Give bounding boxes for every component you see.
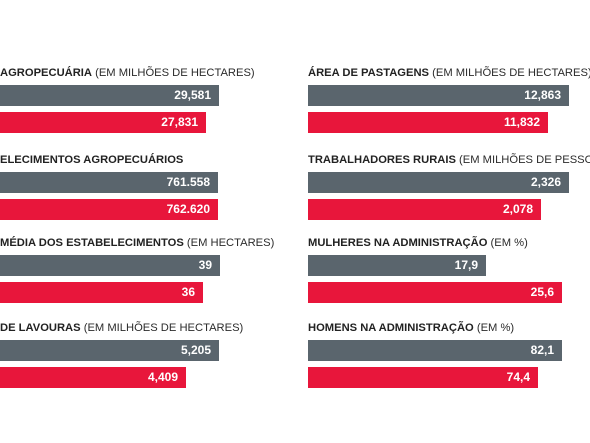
panel-title-unit: (EM MILHÕES DE HECTARES) xyxy=(432,67,590,79)
panel-area-de-lavouras: DE LAVOURAS (EM MILHÕES DE HECTARES) 5,2… xyxy=(0,321,270,393)
bar-series-b: 762.620 xyxy=(0,199,218,220)
panel-homens-na-administracao: HOMENS NA ADMINISTRAÇÃO (EM %) 82,1 74,4 xyxy=(308,321,590,393)
panel-title-unit: (EM MILHÕES DE PESSOAS) xyxy=(459,154,590,166)
bar-series-b: 74,4 xyxy=(308,367,538,388)
bar-series-b: 27,831 xyxy=(0,112,206,133)
panel-title-main: AGROPECUÁRIA xyxy=(0,67,92,79)
bar-series-a: 82,1 xyxy=(308,340,562,361)
bar-value-label: 74,4 xyxy=(506,370,530,384)
bar-value-label: 2,326 xyxy=(530,175,561,189)
bar-value-label: 762.620 xyxy=(166,202,210,216)
bar-value-label: 2,078 xyxy=(502,202,533,216)
bar-value-label: 36 xyxy=(181,285,195,299)
panel-title-unit: (EM %) xyxy=(476,322,515,334)
panel-title-main: TRABALHADORES RURAIS xyxy=(308,154,456,166)
bar-value-label: 5,205 xyxy=(180,343,211,357)
panel-title-unit: (EM MILHÕES DE HECTARES) xyxy=(95,67,255,79)
bar-series-a: 761.558 xyxy=(0,172,218,193)
panel-title-unit: (EM %) xyxy=(490,237,528,249)
bar-value-label: 11,832 xyxy=(503,115,540,129)
bar-series-a: 39 xyxy=(0,255,220,276)
bar-series-a: 5,205 xyxy=(0,340,219,361)
panel-title: AGROPECUÁRIA (EM MILHÕES DE HECTARES) xyxy=(0,66,255,80)
bar-series-a: 2,326 xyxy=(308,172,569,193)
panel-title: TRABALHADORES RURAIS (EM MILHÕES DE PESS… xyxy=(308,153,590,167)
bar-value-label: 17,9 xyxy=(454,258,478,272)
panel-title: ÁREA DE PASTAGENS (EM MILHÕES DE HECTARE… xyxy=(308,66,590,80)
panel-area-agropecuaria: AGROPECUÁRIA (EM MILHÕES DE HECTARES) 29… xyxy=(0,66,270,138)
bar-series-b: 25,6 xyxy=(308,282,562,303)
panel-title-unit: (EM MILHÕES DE HECTARES) xyxy=(83,322,244,334)
panel-trabalhadores-rurais: TRABALHADORES RURAIS (EM MILHÕES DE PESS… xyxy=(308,153,590,225)
panel-title-main: MULHERES NA ADMINISTRAÇÃO xyxy=(308,237,488,249)
panel-area-de-pastagens: ÁREA DE PASTAGENS (EM MILHÕES DE HECTARE… xyxy=(308,66,590,138)
bar-series-b: 4,409 xyxy=(0,367,186,388)
panel-title-main: ELECIMENTOS AGROPECUÁRIOS xyxy=(0,154,184,166)
panel-title: MÉDIA DOS ESTABELECIMENTOS (EM HECTARES) xyxy=(0,236,274,250)
panel-media-dos-estabelecimentos: MÉDIA DOS ESTABELECIMENTOS (EM HECTARES)… xyxy=(0,236,274,308)
panel-title-main: HOMENS NA ADMINISTRAÇÃO xyxy=(308,322,474,334)
panel-title: DE LAVOURAS (EM MILHÕES DE HECTARES) xyxy=(0,321,243,335)
panel-title-main: MÉDIA DOS ESTABELECIMENTOS xyxy=(0,237,184,249)
bar-series-b: 36 xyxy=(0,282,203,303)
bar-value-label: 12,863 xyxy=(524,88,561,102)
bar-value-label: 25,6 xyxy=(530,285,554,299)
bar-value-label: 29,581 xyxy=(174,88,211,102)
panel-title-unit: (EM HECTARES) xyxy=(186,237,275,249)
panel-title: MULHERES NA ADMINISTRAÇÃO (EM %) xyxy=(308,236,528,250)
panel-mulheres-na-administracao: MULHERES NA ADMINISTRAÇÃO (EM %) 17,9 25,… xyxy=(308,236,590,308)
bar-series-b: 11,832 xyxy=(308,112,548,133)
panel-title: HOMENS NA ADMINISTRAÇÃO (EM %) xyxy=(308,321,514,335)
bar-value-label: 82,1 xyxy=(530,343,554,357)
bar-series-a: 12,863 xyxy=(308,85,569,106)
bar-value-label: 761.558 xyxy=(166,175,210,189)
bar-series-a: 29,581 xyxy=(0,85,219,106)
panel-title-main: ÁREA DE PASTAGENS xyxy=(308,67,430,79)
panel-title: ELECIMENTOS AGROPECUÁRIOS xyxy=(0,153,183,167)
bar-value-label: 39 xyxy=(198,258,212,272)
bar-value-label: 4,409 xyxy=(147,370,178,384)
bar-series-b: 2,078 xyxy=(308,199,541,220)
bar-series-a: 17,9 xyxy=(308,255,486,276)
bar-value-label: 27,831 xyxy=(161,115,198,129)
panel-estabelecimentos-agropecuarios: ELECIMENTOS AGROPECUÁRIOS 761.558 762.620 xyxy=(0,153,270,225)
panel-title-main: DE LAVOURAS xyxy=(0,322,81,334)
